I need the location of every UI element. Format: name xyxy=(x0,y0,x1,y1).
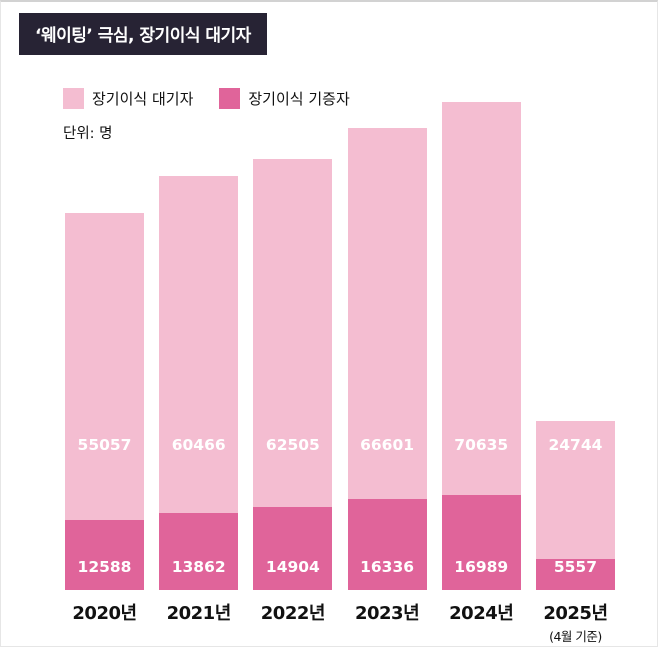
stacked-bar-chart: 55057 12588 2020년 60466 13862 2021년 62505 14904… xyxy=(65,102,615,644)
legend-item-waitlist: 장기이식 대기자 xyxy=(63,88,193,109)
bar-segment-donors xyxy=(159,512,239,590)
legend: 장기이식 대기자 장기이식 기증자 xyxy=(63,88,350,109)
x-axis-label: 2021년 xyxy=(166,603,232,624)
value-label-waitlist: 62505 xyxy=(265,436,320,454)
bar-group: 66601 16336 2023년 xyxy=(347,102,427,624)
x-axis-label: 2020년 xyxy=(72,603,137,624)
stacked-bar: 62505 14904 xyxy=(253,158,333,590)
bar-segment-donors xyxy=(535,559,615,590)
bar-segment-waitlist xyxy=(65,213,144,520)
legend-label-donors: 장기이식 기증자 xyxy=(248,90,350,108)
bar-segment-waitlist xyxy=(535,421,615,560)
stacked-bar: 60466 13862 xyxy=(159,176,239,590)
bar-segment-donors xyxy=(347,499,427,590)
legend-swatch-waitlist xyxy=(63,88,84,109)
bar-group: 24744 5557 2025년 (4월 기준) xyxy=(535,102,615,644)
x-axis-label: 2023년 xyxy=(354,603,420,624)
legend-item-donors: 장기이식 기증자 xyxy=(219,88,350,109)
bar-segment-donors xyxy=(441,495,521,590)
bar-segment-waitlist xyxy=(347,128,427,499)
page-title-text: ‘웨이팅’ 극심, 장기이식 대기자 xyxy=(35,26,251,46)
value-label-donors: 5557 xyxy=(553,558,597,576)
value-label-waitlist: 24744 xyxy=(548,436,603,454)
value-label-waitlist: 70635 xyxy=(454,436,509,454)
stacked-bar: 66601 16336 xyxy=(347,128,427,590)
bar-group: 60466 13862 2021년 xyxy=(159,102,239,624)
value-label-waitlist: 55057 xyxy=(77,436,132,454)
x-axis-label: 2025년 (4월 기준) xyxy=(528,599,623,645)
legend-label-waitlist: 장기이식 대기자 xyxy=(92,90,194,108)
value-label-donors: 16336 xyxy=(360,558,415,576)
bar-segment-donors xyxy=(65,519,144,590)
value-label-donors: 12588 xyxy=(77,558,132,576)
stacked-bar: 24744 5557 xyxy=(535,421,615,590)
stacked-bar: 70635 16989 xyxy=(441,102,521,590)
unit-label: 단위: 명 xyxy=(63,126,113,142)
value-label-donors: 16989 xyxy=(454,558,509,576)
value-label-waitlist: 66601 xyxy=(360,436,415,454)
value-label-donors: 13862 xyxy=(171,558,226,576)
x-axis-label: 2022년 xyxy=(260,603,326,624)
page-title: ‘웨이팅’ 극심, 장기이식 대기자 xyxy=(19,13,267,55)
bar-group: 62505 14904 2022년 xyxy=(253,102,333,624)
value-label-donors: 14904 xyxy=(265,558,320,576)
value-label-waitlist: 60466 xyxy=(171,436,226,454)
bar-segment-waitlist xyxy=(159,176,239,513)
x-axis-label: 2024년 xyxy=(449,603,514,624)
stacked-bar: 55057 12588 xyxy=(65,213,144,590)
legend-swatch-donors xyxy=(219,88,241,109)
bar-group: 55057 12588 2020년 xyxy=(65,102,144,624)
bar-segment-waitlist xyxy=(441,102,521,496)
bar-segment-waitlist xyxy=(253,158,333,507)
bar-group: 70635 16989 2024년 xyxy=(441,102,521,624)
x-axis-note: (4월 기준) xyxy=(549,629,602,644)
bar-segment-donors xyxy=(253,507,333,590)
